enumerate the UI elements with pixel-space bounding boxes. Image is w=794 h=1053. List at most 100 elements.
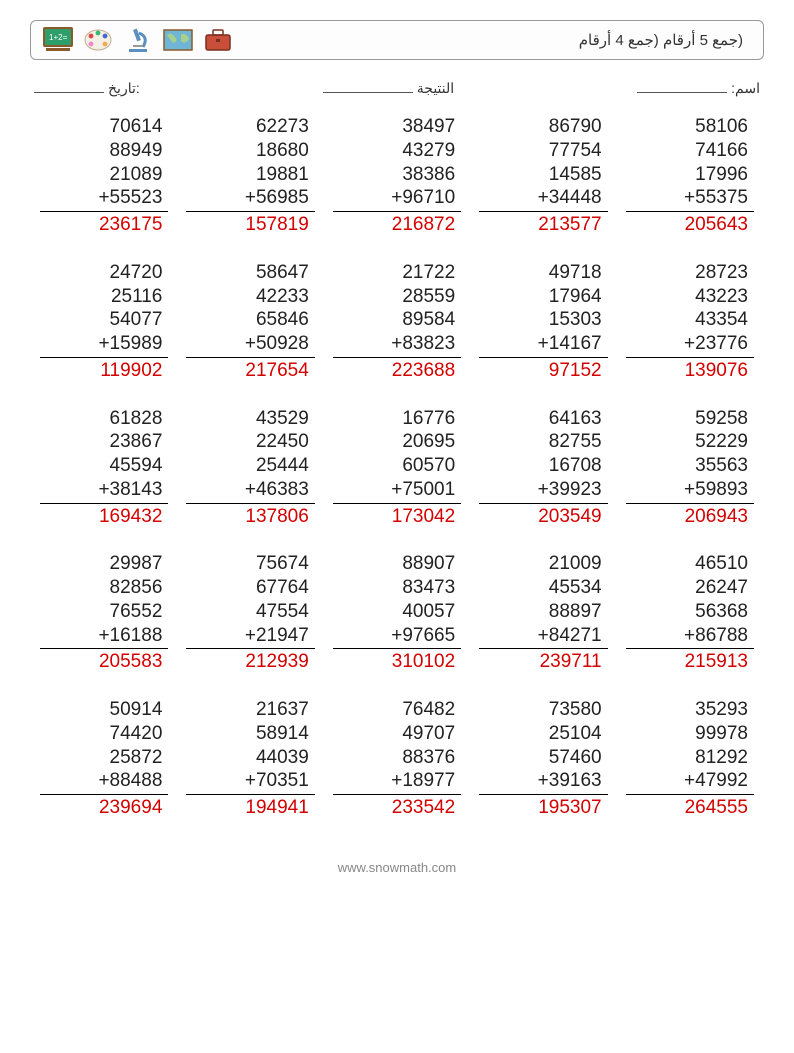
answer: 203549 <box>479 504 607 529</box>
addition-problem: 592585222935563+59893206943 <box>626 407 754 529</box>
addend: 83473 <box>333 576 461 600</box>
addend: 24720 <box>40 261 168 285</box>
addition-problem: 299878285676552+16188205583 <box>40 552 168 674</box>
addend: 45534 <box>479 576 607 600</box>
name-line <box>637 78 727 93</box>
score-line <box>323 78 413 93</box>
addend: 75674 <box>186 552 314 576</box>
date-label: :تاريخ <box>108 80 140 97</box>
briefcase-icon <box>201 25 235 55</box>
answer: 173042 <box>333 504 461 529</box>
addend: 35293 <box>626 698 754 722</box>
addition-problem: 465102624756368+86788215913 <box>626 552 754 674</box>
addend: 99978 <box>626 722 754 746</box>
svg-text:1+2=: 1+2= <box>49 33 68 42</box>
problems-grid: 706148894921089+555232361756227318680198… <box>30 115 764 820</box>
answer: 239711 <box>479 649 607 674</box>
addition-problem: 622731868019881+56985157819 <box>186 115 314 237</box>
addend: 28723 <box>626 261 754 285</box>
addend: 58914 <box>186 722 314 746</box>
addend: 49707 <box>333 722 461 746</box>
addend: 67764 <box>186 576 314 600</box>
worksheet-page: 1+2= <box>0 0 794 895</box>
addend-last: +34448 <box>479 186 607 212</box>
header-bar: 1+2= <box>30 20 764 60</box>
addend: 73580 <box>479 698 607 722</box>
addend: 20695 <box>333 430 461 454</box>
answer: 194941 <box>186 795 314 820</box>
addition-problem: 509147442025872+88488239694 <box>40 698 168 820</box>
addend: 89584 <box>333 308 461 332</box>
addition-problem: 889078347340057+97665310102 <box>333 552 461 674</box>
addend-last: +21947 <box>186 624 314 650</box>
answer: 223688 <box>333 358 461 383</box>
addend: 81292 <box>626 746 754 770</box>
addition-problem: 641638275516708+39923203549 <box>479 407 607 529</box>
addend-last: +75001 <box>333 478 461 504</box>
answer: 236175 <box>40 212 168 237</box>
addend: 56368 <box>626 600 754 624</box>
addition-problem: 287234322343354+23776139076 <box>626 261 754 383</box>
addend-last: +23776 <box>626 332 754 358</box>
addend: 21009 <box>479 552 607 576</box>
answer: 216872 <box>333 212 461 237</box>
date-field: :تاريخ <box>34 78 140 97</box>
addition-problem: 352939997881292+47992264555 <box>626 698 754 820</box>
footer-url: www.snowmath.com <box>30 860 764 875</box>
addend: 49718 <box>479 261 607 285</box>
addend: 25444 <box>186 454 314 478</box>
addend: 21722 <box>333 261 461 285</box>
addition-problem: 167762069560570+75001173042 <box>333 407 461 529</box>
answer: 212939 <box>186 649 314 674</box>
addend-last: +46383 <box>186 478 314 504</box>
score-field: النتيجة <box>323 78 454 97</box>
addend-last: +15989 <box>40 332 168 358</box>
addition-problem: 497181796415303+1416797152 <box>479 261 607 383</box>
answer: 215913 <box>626 649 754 674</box>
header-icons: 1+2= <box>41 25 235 55</box>
addend: 46510 <box>626 552 754 576</box>
addend: 16776 <box>333 407 461 431</box>
addend-last: +55523 <box>40 186 168 212</box>
date-line <box>34 78 104 93</box>
addend: 23867 <box>40 430 168 454</box>
addend: 58106 <box>626 115 754 139</box>
addend-last: +97665 <box>333 624 461 650</box>
addend: 29987 <box>40 552 168 576</box>
addend-last: +84271 <box>479 624 607 650</box>
addend: 58647 <box>186 261 314 285</box>
addend: 88376 <box>333 746 461 770</box>
name-field: اسم: <box>637 78 760 97</box>
addend: 70614 <box>40 115 168 139</box>
addend: 14585 <box>479 163 607 187</box>
addend-last: +70351 <box>186 769 314 795</box>
addend: 28559 <box>333 285 461 309</box>
answer: 157819 <box>186 212 314 237</box>
addend: 61828 <box>40 407 168 431</box>
addend-last: +39163 <box>479 769 607 795</box>
addend: 25116 <box>40 285 168 309</box>
addend: 77754 <box>479 139 607 163</box>
addend-last: +47992 <box>626 769 754 795</box>
addend: 22450 <box>186 430 314 454</box>
addition-problem: 756746776447554+21947212939 <box>186 552 314 674</box>
addend-last: +39923 <box>479 478 607 504</box>
addend: 62273 <box>186 115 314 139</box>
addend: 15303 <box>479 308 607 332</box>
addend: 44039 <box>186 746 314 770</box>
addend: 86790 <box>479 115 607 139</box>
addend: 43354 <box>626 308 754 332</box>
answer: 239694 <box>40 795 168 820</box>
addend: 74166 <box>626 139 754 163</box>
addend: 25872 <box>40 746 168 770</box>
microscope-icon <box>121 25 155 55</box>
addend-last: +96710 <box>333 186 461 212</box>
addend-last: +16188 <box>40 624 168 650</box>
paint-palette-icon <box>81 25 115 55</box>
addition-problem: 217222855989584+83823223688 <box>333 261 461 383</box>
addend-last: +50928 <box>186 332 314 358</box>
addend: 82755 <box>479 430 607 454</box>
addition-problem: 216375891444039+70351194941 <box>186 698 314 820</box>
answer: 205643 <box>626 212 754 237</box>
addition-problem: 735802510457460+39163195307 <box>479 698 607 820</box>
